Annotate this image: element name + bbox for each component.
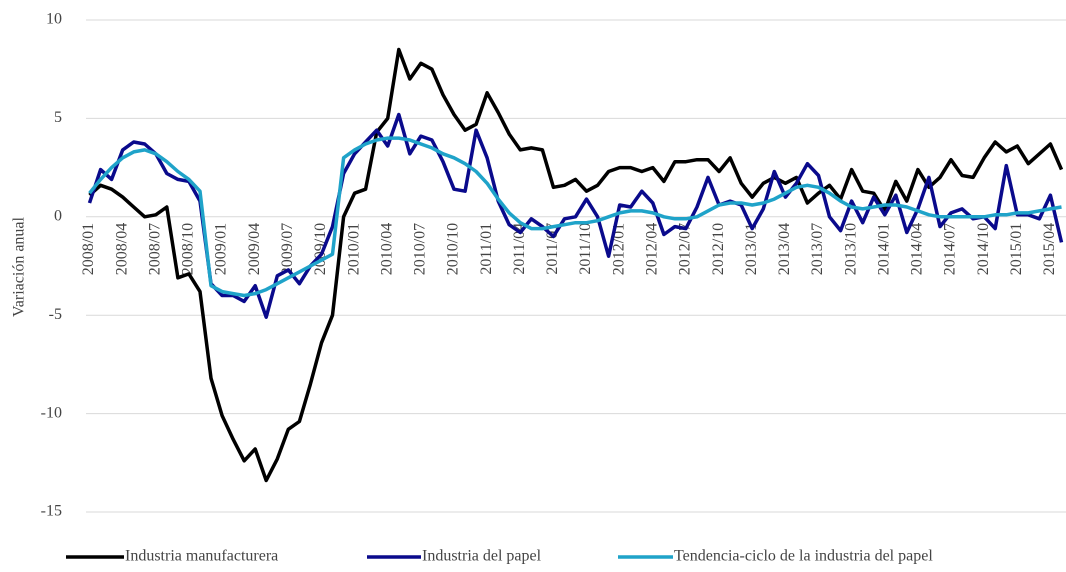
x-tick-label: 2008/04 [113,223,130,275]
series-line [88,47,1064,483]
x-tick-label: 2013/01 [743,223,760,275]
x-tick-label: 2011/04 [511,223,528,275]
x-tick-label: 2008/07 [146,223,163,275]
x-tick-label: 2014/01 [875,223,892,275]
x-tick-label: 2013/10 [842,223,859,275]
x-tick-label: 2011/01 [478,223,495,275]
y-tick-label: 10 [46,11,62,28]
x-tick-label: 2014/04 [909,223,926,275]
x-tick-label: 2013/04 [776,223,793,275]
legend-label: Industria manufacturera [125,548,278,565]
x-tick-label: 2010/07 [412,223,429,275]
series-line [87,112,1064,319]
x-tick-label: 2011/10 [577,223,594,275]
x-tick-label: 2009/01 [213,223,230,275]
legend-label: Industria del papel [422,548,542,565]
x-tick-label: 2009/04 [246,223,263,275]
y-tick-label: 5 [54,109,62,126]
x-tick-label: 2012/07 [677,223,694,275]
x-tick-label: 2013/07 [809,223,826,275]
x-tick-label: 2008/01 [80,223,97,275]
y-tick-label: -15 [41,503,62,520]
x-tick-label: 2011/07 [544,223,561,275]
x-tick-label: 2009/10 [312,223,329,275]
x-tick-label: 2014/07 [942,223,959,275]
x-tick-label: 2015/01 [1008,223,1025,275]
x-tick-label: 2010/04 [378,223,395,275]
x-tick-label: 2012/10 [710,223,727,275]
x-tick-label: 2008/10 [180,223,197,275]
y-tick-label: -5 [49,306,62,323]
series-line [88,136,1062,298]
x-tick-label: 2010/01 [345,223,362,275]
x-tick-label: 2012/04 [643,223,660,275]
x-tick-label: 2010/10 [445,223,462,275]
x-tick-label: 2009/07 [279,223,296,275]
x-tick-label: 2014/10 [975,223,992,275]
y-tick-label: 0 [54,207,62,224]
y-axis-label: Variación anual [11,216,28,317]
x-tick-label: 2015/04 [1041,223,1058,275]
legend-label: Tendencia-ciclo de la industria del pape… [674,548,933,565]
y-tick-label: -10 [41,404,62,421]
